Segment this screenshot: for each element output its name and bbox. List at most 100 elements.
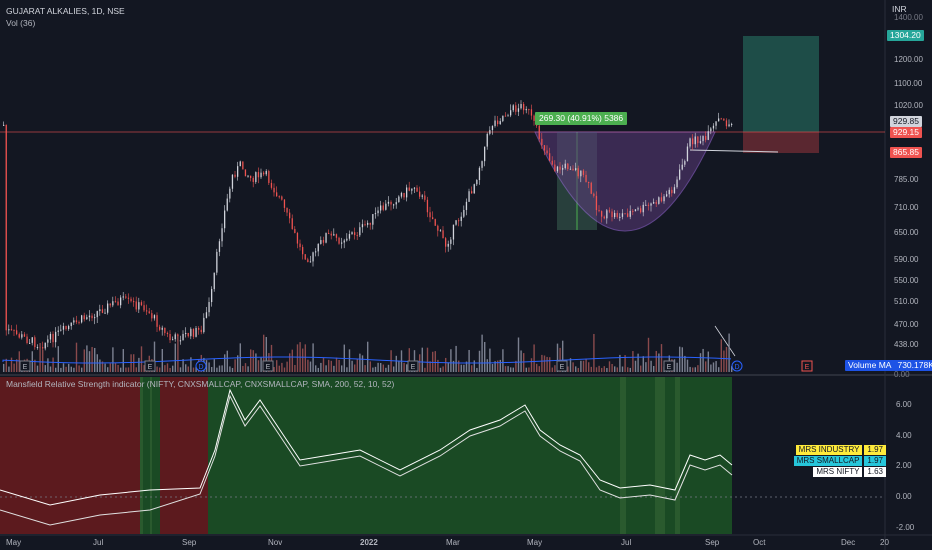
volume-bar [143,365,145,372]
candle [541,138,543,146]
candle [346,238,348,241]
candle [34,337,36,348]
candle [728,124,730,127]
volume-bar [634,360,637,372]
candle [234,174,236,177]
rs-band [675,377,680,534]
candle [528,109,530,111]
candle [307,259,309,263]
volume-bar [460,364,462,372]
candle [26,336,28,344]
candle [291,218,293,230]
volume-bar [715,361,717,372]
candle [192,328,195,337]
candle [31,337,33,343]
symbol-title[interactable]: GUJARAT ALKALIES, 1D, NSE [6,6,125,16]
candle [140,302,143,306]
candle [429,212,431,218]
volume-bar [320,362,322,372]
volume-bar [684,355,686,372]
candle [564,163,566,169]
volume-bar [164,365,166,372]
volume-bar [130,354,132,372]
candle [257,172,260,178]
volume-bar [455,345,457,372]
volume-bar [36,365,39,372]
current-price-tag: 929.85 [890,116,922,127]
candle [530,109,533,116]
rs-red-zone-2 [160,377,208,534]
candle [268,171,270,183]
candle [510,110,512,116]
volume-bar [8,366,10,372]
volume-bar [421,347,423,372]
candle [580,170,582,177]
candle [354,232,356,236]
candle [104,312,106,314]
candle [57,330,59,332]
time-tick: Sep [705,538,720,547]
volume-bar [18,351,20,372]
candle [101,309,104,313]
event-marker-label: E [805,364,810,371]
volume-bar [174,343,176,372]
volume-bar [632,351,634,372]
volume-bar [533,344,535,372]
volume-bar [133,354,135,372]
time-tick: Oct [753,538,766,547]
candle [273,187,275,193]
volume-bar [588,362,590,372]
event-marker-label: E [560,364,565,371]
candle [75,320,78,323]
candle [481,161,483,168]
candle [559,166,561,170]
candle [5,124,7,331]
candle [403,192,405,198]
candle [13,329,15,331]
stop-zone [743,132,819,153]
candle [148,311,150,314]
volume-bar [242,365,244,372]
candle [385,203,387,210]
candle [484,146,486,162]
candle [538,125,540,139]
candle [629,210,631,217]
candle [317,243,319,252]
dividend-marker [731,360,743,372]
price-tick: 470.00 [894,320,919,329]
candle [187,332,189,337]
candle [556,166,559,172]
time-tick: Jul [93,538,104,547]
candle [582,170,585,175]
indicator-title[interactable]: Mansfield Relative Strength indicator (N… [6,379,395,389]
candle [515,105,517,112]
volume-bar [120,367,122,372]
volume-bar [187,366,189,372]
volume-ma-label: Volume MA [848,360,892,370]
candle [694,136,696,145]
candle [666,194,668,197]
volume-bar [211,366,213,372]
candle [294,229,296,233]
volume-bar [356,358,358,372]
volume-bar [307,359,309,372]
rs-nifty-line [0,394,733,526]
volume-bar [476,367,478,372]
volume-bar [83,349,85,372]
candle [172,339,174,341]
candle [567,163,569,170]
candle [437,225,439,231]
candle [81,315,83,323]
volume-bar [42,349,44,372]
volume-bar [426,347,429,372]
candle [653,202,655,204]
volume-bar [536,363,538,372]
volume-bar [523,353,525,372]
candle [364,224,366,226]
volume-legend[interactable]: Vol (36) [6,18,36,28]
candle [647,204,650,206]
volume-bar [463,364,465,372]
volume-bar [728,333,730,372]
volume-bar [138,357,140,372]
